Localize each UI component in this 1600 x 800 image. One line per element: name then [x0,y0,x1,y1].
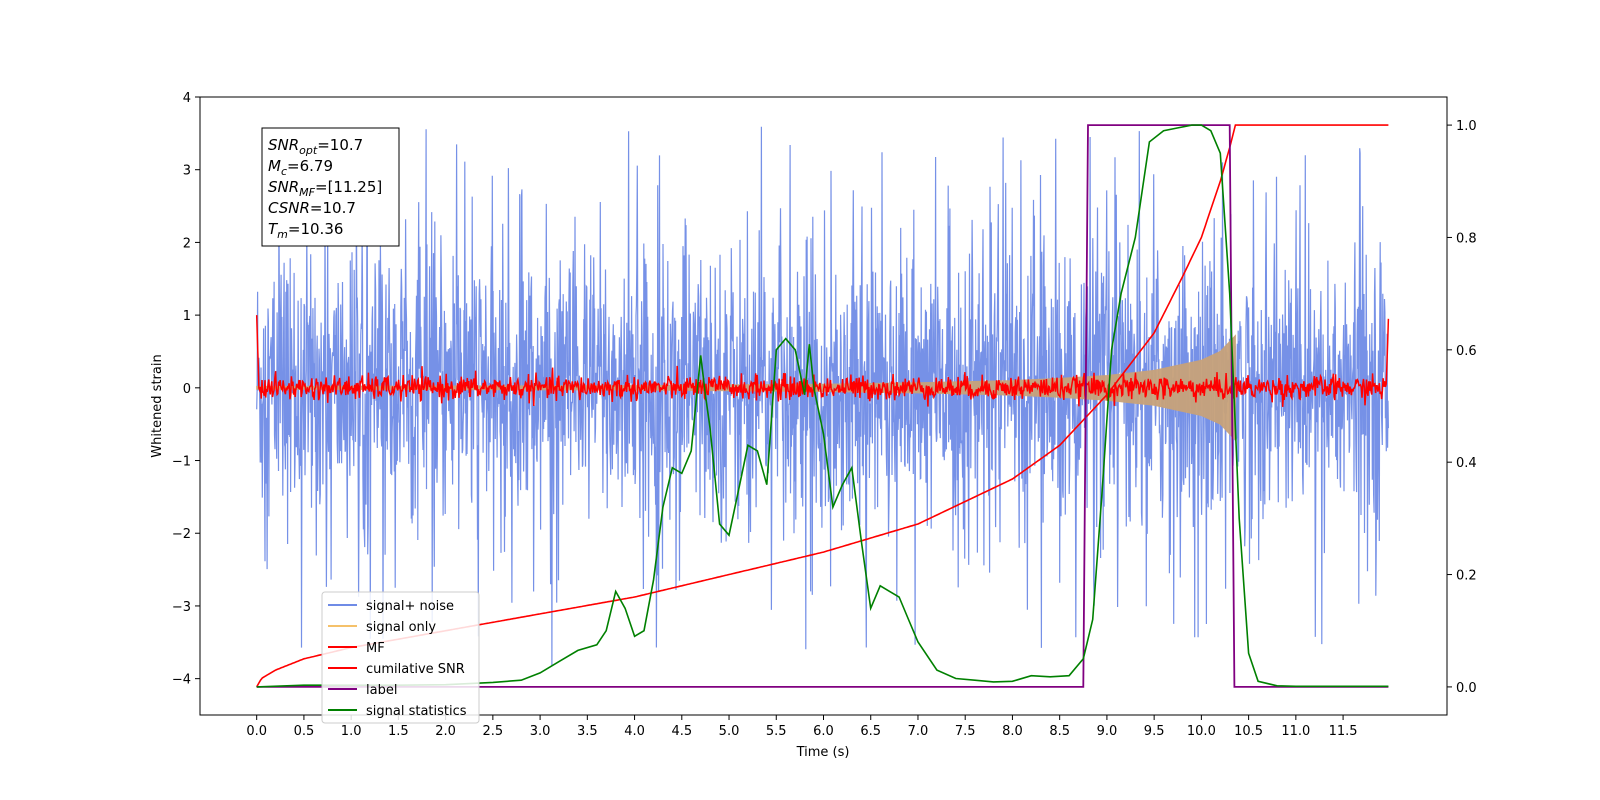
y-left-tick-label: 4 [183,91,191,106]
x-tick-label: 11.5 [1329,724,1358,739]
x-tick-label: 4.5 [671,724,692,739]
series-mf-line [255,315,1390,407]
x-tick-label: 10.5 [1234,724,1263,739]
x-tick-label: 3.0 [530,724,551,739]
x-tick-label: 4.0 [624,724,645,739]
y-left-tick-label: 1 [183,309,191,324]
x-tick-label: 8.5 [1049,724,1070,739]
x-tick-label: 0.0 [246,724,267,739]
x-tick-label: 8.0 [1002,724,1023,739]
x-tick-label: 7.0 [908,724,929,739]
y-right-tick-label: 0.4 [1456,456,1477,471]
x-tick-label: 1.0 [341,724,362,739]
info-line: Mc=6.79 [268,157,333,178]
y-left-tick-label: −3 [172,600,191,615]
y-right-tick-label: 0.8 [1456,231,1477,246]
series-signal-statistics-line [256,124,1389,688]
x-tick-label: 5.0 [719,724,740,739]
y-left-tick-label: 3 [183,164,191,179]
y-right-tick-label: 1.0 [1456,119,1477,134]
info-line: SNRopt=10.7 [268,136,363,157]
legend-label: signal+ noise [366,599,454,614]
legend: signal+ noise signal only MF cumilative SNR… [321,591,480,724]
y-left-tick-label: 0 [183,382,191,397]
x-tick-label: 2.0 [435,724,456,739]
x-tick-label: 11.0 [1281,724,1310,739]
y-right-tick-label: 0.6 [1456,344,1477,359]
x-tick-label: 1.5 [388,724,409,739]
legend-label: signal statistics [366,704,467,719]
x-tick-label: 10.0 [1187,724,1216,739]
x-axis-label: Time (s) [796,745,850,760]
legend-label: cumilative SNR [366,662,465,677]
y-left-tick-label: −2 [172,527,191,542]
legend-label: MF [366,641,385,656]
y-axis-label: Whitened strain [150,354,165,457]
legend-frame [321,591,480,724]
legend-label: signal only [366,620,436,635]
x-tick-label: 6.0 [813,724,834,739]
x-tick-label: 6.5 [860,724,881,739]
y-right-tick-label: 0.0 [1456,681,1477,696]
x-tick-label: 2.5 [483,724,504,739]
series-label-line [256,124,1389,688]
info-line: Tm=10.36 [268,220,343,241]
axes: 0.0 0.5 1.0 1.5 2.0 2.5 3.0 3.5 4.0 4.5 5.0 5.5 6.0 6… [172,91,1477,739]
y-left-tick-label: −4 [172,673,191,688]
info-line: CSNR=10.7 [268,199,356,217]
x-tick-label: 9.0 [1097,724,1118,739]
y-right-tick-label: 0.2 [1456,569,1477,584]
x-tick-label: 9.5 [1144,724,1165,739]
y-left-tick-label: −1 [172,455,191,470]
x-tick-label: 5.5 [766,724,787,739]
x-tick-label: 3.5 [577,724,598,739]
y-left-tick-label: 2 [183,236,191,251]
info-line: SNRMF=[11.25] [268,178,382,199]
info-box-frame [261,127,400,247]
legend-label: label [366,683,397,698]
x-tick-label: 7.5 [955,724,976,739]
x-tick-label: 0.5 [294,724,315,739]
info-box: SNRopt=10.7Mc=6.79SNRMF=[11.25]CSNR=10.7… [261,127,400,247]
